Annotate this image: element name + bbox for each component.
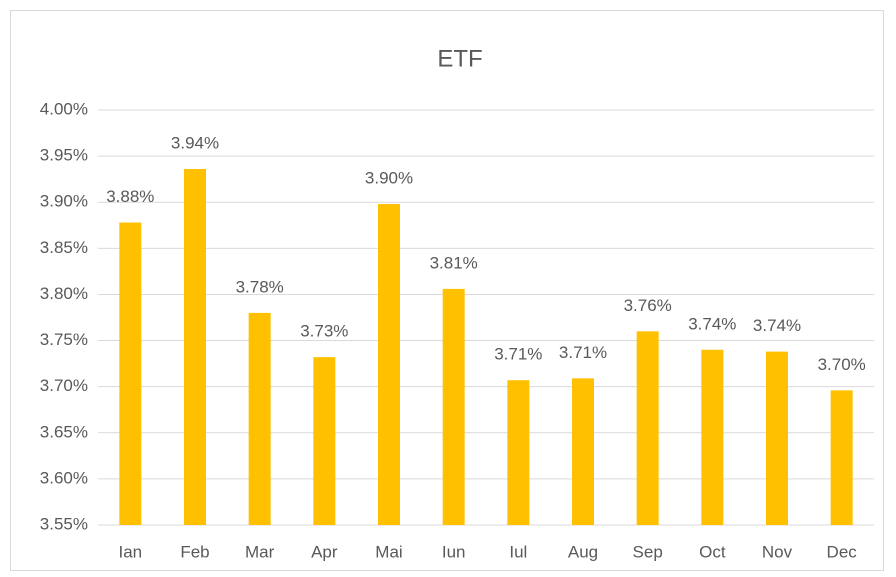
bar (830, 390, 853, 525)
x-tick-label: Nov (762, 542, 793, 561)
x-tick-label: Oct (699, 542, 726, 561)
data-label: 3.73% (300, 322, 348, 341)
bar (248, 312, 271, 525)
x-tick-label: Iul (509, 542, 527, 561)
y-tick-label: 3.55% (40, 514, 88, 533)
bar (378, 204, 400, 526)
bar (572, 378, 594, 525)
y-tick-label: 3.70% (40, 376, 88, 395)
data-label: 3.74% (688, 314, 736, 333)
bar (442, 288, 465, 525)
y-tick-label: 3.90% (40, 192, 88, 211)
y-tick-label: 4.00% (40, 99, 88, 118)
data-label: 3.71% (559, 343, 607, 362)
x-tick-label: Feb (180, 542, 209, 561)
data-label: 3.81% (430, 253, 478, 272)
bar (507, 380, 530, 525)
bar (184, 169, 206, 525)
y-tick-label: 3.85% (40, 238, 88, 257)
bar (766, 351, 788, 525)
bar (636, 331, 659, 525)
data-label: 3.88% (106, 187, 154, 206)
data-label: 3.71% (494, 345, 542, 364)
data-label: 3.78% (236, 277, 284, 296)
x-tick-label: Sep (633, 542, 663, 561)
bar (701, 349, 724, 525)
y-tick-label: 3.75% (40, 330, 88, 349)
x-tick-label: Mar (245, 542, 275, 561)
data-label: 3.94% (171, 134, 219, 153)
bar (119, 222, 142, 525)
x-tick-label: Dec (827, 542, 858, 561)
data-label: 3.76% (624, 296, 672, 315)
data-label: 3.70% (818, 355, 866, 374)
y-tick-label: 3.80% (40, 284, 88, 303)
chart-title: ETF (437, 45, 482, 72)
x-tick-label: Iun (442, 542, 466, 561)
y-tick-label: 3.60% (40, 468, 88, 487)
x-tick-label: Aug (568, 542, 598, 561)
x-tick-label: Apr (311, 542, 338, 561)
bar (313, 357, 336, 525)
y-tick-label: 3.65% (40, 422, 88, 441)
data-label: 3.90% (365, 169, 413, 188)
data-label: 3.74% (753, 316, 801, 335)
x-tick-label: Mai (375, 542, 402, 561)
x-tick-label: Ian (119, 542, 143, 561)
y-tick-label: 3.95% (40, 146, 88, 165)
